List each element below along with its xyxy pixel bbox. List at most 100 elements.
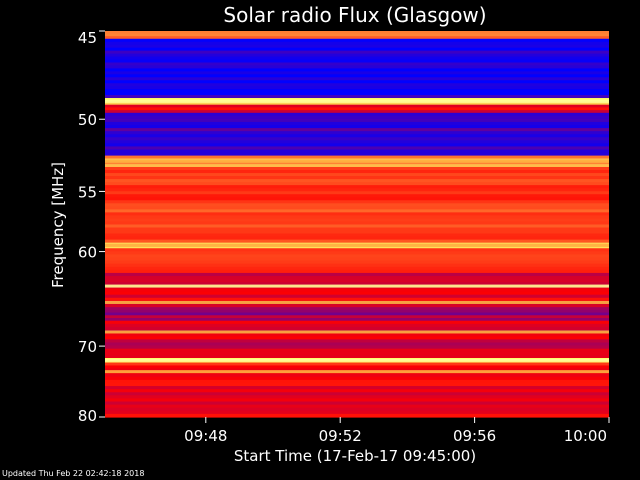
band-row-14-12 [105,413,609,418]
band-row-1-19 [105,95,609,99]
band-row-11-11 [105,354,609,359]
band-row-1-7 [105,59,609,64]
band-row-9-6 [105,291,609,296]
band-row-8-3 [105,257,609,262]
band-row-9-7 [105,294,609,299]
band-row-6-1 [105,170,609,174]
bright-line-2 [105,243,609,247]
band-row-8-7 [105,269,609,274]
band-row-14-9 [105,404,609,409]
band-row-4-2 [105,118,609,123]
band-row-13-1 [105,365,609,369]
band-row-1-9 [105,65,609,69]
bright-line-7 [105,370,609,374]
band-row-1-12 [105,74,609,78]
band-row-3-2 [105,110,609,114]
band-row-6-9 [105,194,609,198]
band-row-14-6 [105,395,609,400]
band-row-11-2 [105,326,609,331]
band-row-4-0 [105,112,609,117]
band-row-8-4 [105,260,609,265]
band-row-4-6 [105,131,609,135]
bright-line-4 [105,300,609,304]
band-row-4-7 [105,134,609,138]
band-row-1-14 [105,80,609,84]
band-row-1-13 [105,77,609,81]
band-row-13-2 [105,368,609,372]
band-row-1-11 [105,71,609,75]
y-axis-ticks: 45 50 55 60 70 80 [78,29,105,425]
band-row-1-17 [105,89,609,93]
band-row-4-13 [105,152,609,157]
band-row-9-10 [105,304,609,308]
band-row-1-0 [105,38,609,43]
band-row-11-8 [105,345,609,350]
band-row-4-9 [105,140,609,144]
band-row-6-24 [105,239,609,244]
band-row-6-12 [105,203,609,207]
band-row-1-6 [105,56,609,61]
band-row-6-22 [105,233,609,238]
x-tick-label-3: 10:00 [564,427,607,445]
band-row-10-3 [105,315,609,319]
band-row-1-5 [105,53,609,58]
band-row-6-0 [105,166,609,171]
x-axis-ticks: 09:48 09:52 09:56 10:00 [184,417,610,445]
band-row-2-1 [105,101,609,106]
band-row-9-5 [105,288,609,293]
y-tick-label-0: 45 [78,29,97,47]
band-row-11-0 [105,320,609,325]
band-row-6-23 [105,236,609,241]
band-row-9-3 [105,282,609,286]
y-axis-label: Frequency [MHz] [49,162,67,288]
chart-title: Solar radio Flux (Glasgow) [223,3,486,27]
band-row-6-10 [105,197,609,201]
bright-emission-lines [105,99,609,374]
band-row-11-4 [105,333,609,337]
band-row-11-7 [105,342,609,347]
band-row-4-10 [105,143,609,148]
band-row-7-1 [105,245,609,249]
band-row-14-1 [105,379,609,384]
band-row-14-10 [105,407,609,412]
band-row-4-12 [105,149,609,154]
band-row-8-5 [105,263,609,268]
band-row-8-0 [105,248,609,252]
band-row-1-4 [105,50,609,55]
band-row-1-2 [105,44,609,49]
band-row-9-1 [105,276,609,280]
band-row-1-15 [105,83,609,87]
band-row-3-0 [105,104,609,108]
band-row-10-1 [105,309,609,314]
updated-timestamp: Updated Thu Feb 22 02:42:18 2018 [2,469,145,478]
band-row-1-8 [105,62,609,67]
band-row-1-18 [105,92,609,96]
band-row-6-11 [105,200,609,204]
band-row-14-0 [105,376,609,381]
band-row-0-0 [105,31,609,35]
band-row-6-17 [105,218,609,223]
band-row-11-9 [105,348,609,353]
band-row-4-5 [105,128,609,132]
band-row-10-2 [105,312,609,316]
bright-line-0 [105,99,609,103]
band-row-8-2 [105,254,609,259]
x-tick-label-2: 09:56 [453,427,496,445]
x-tick-label-0: 09:48 [184,427,227,445]
band-row-11-1 [105,323,609,328]
band-row-14-4 [105,389,609,393]
bright-line-1 [105,159,609,163]
band-row-14-8 [105,401,609,406]
band-row-14-11 [105,410,609,415]
x-tick-label-1: 09:52 [319,427,362,445]
band-row-6-3 [105,176,609,180]
band-row-4-4 [105,125,609,129]
y-tick-label-5: 80 [78,407,97,425]
y-tick-label-4: 70 [78,338,97,356]
band-row-6-8 [105,191,609,195]
band-row-9-2 [105,279,609,283]
band-row-5-3 [105,164,609,168]
band-row-6-21 [105,230,609,235]
band-row-1-10 [105,68,609,72]
band-row-3-1 [105,107,609,111]
